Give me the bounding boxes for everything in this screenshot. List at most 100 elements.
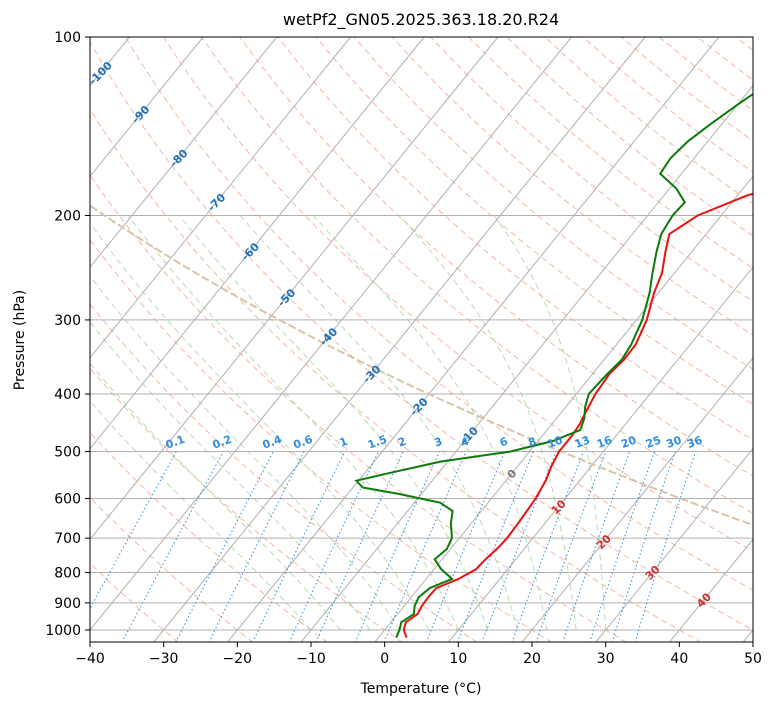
isotherm-label: -50 xyxy=(275,286,298,309)
dry-adiabat-line xyxy=(201,37,753,514)
mixing-ratio-line xyxy=(354,451,440,642)
dry-adiabat-line xyxy=(162,37,753,552)
mixing-ratio-line xyxy=(611,451,676,642)
x-tick-label: 30 xyxy=(597,651,615,667)
isotherm-line xyxy=(447,266,753,642)
isotherm-label: 30 xyxy=(643,563,663,583)
mixing-ratio-line xyxy=(175,451,274,642)
isotherm-label: -90 xyxy=(129,103,152,126)
dry-adiabat-line xyxy=(90,562,179,642)
x-tick-label: −40 xyxy=(75,651,105,667)
mixing-ratio-line xyxy=(208,451,305,642)
dry-adiabat-line xyxy=(277,37,753,441)
dry-adiabat-line xyxy=(582,37,753,173)
mixing-ratio-label: 0.1 xyxy=(164,433,187,452)
mixing-ratio-line xyxy=(90,451,177,610)
mixing-ratio-line xyxy=(456,451,534,642)
y-tick-label: 900 xyxy=(54,596,81,612)
isotherm-line xyxy=(90,37,351,359)
isotherm-label: 10 xyxy=(549,497,569,517)
dry-adiabat-line xyxy=(90,431,329,642)
isotherm-line xyxy=(300,84,753,642)
y-tick-label: 1000 xyxy=(45,623,81,639)
mixing-ratio-label: 13 xyxy=(573,433,592,450)
isotherm-line xyxy=(742,629,753,642)
mixing-ratio-label: 20 xyxy=(619,433,638,451)
isotherm-label: -70 xyxy=(205,191,228,214)
isotherm-line xyxy=(595,447,753,642)
x-tick-label: −20 xyxy=(223,651,253,667)
dry-adiabat-line xyxy=(90,367,403,642)
dry-adiabat-line xyxy=(659,37,753,112)
mixing-ratio-line xyxy=(535,451,607,642)
y-tick-label: 800 xyxy=(54,566,81,582)
dry-adiabat-line xyxy=(90,108,702,642)
dry-adiabat-line xyxy=(697,37,753,81)
mixing-ratio-label: 30 xyxy=(664,433,683,451)
y-tick-label: 100 xyxy=(54,30,81,46)
dry-adiabat-line xyxy=(430,37,753,302)
isotherm-label: -100 xyxy=(86,59,115,88)
dry-adiabat-line xyxy=(468,37,753,269)
dry-adiabat-line xyxy=(239,37,753,477)
dry-adiabat-line xyxy=(90,41,753,631)
mixing-ratio-line xyxy=(425,451,506,642)
isotherm-line xyxy=(90,37,425,450)
mixing-ratio-label: 2 xyxy=(396,435,408,450)
mixing-ratio-label: 4 xyxy=(459,435,471,450)
y-tick-label: 700 xyxy=(54,531,81,547)
mixing-ratio-label: 25 xyxy=(644,433,663,450)
x-tick-label: 0 xyxy=(380,651,389,667)
isotherm-label: 20 xyxy=(594,532,614,552)
y-axis-label: Pressure (hPa) xyxy=(12,290,28,390)
mixing-ratio-line xyxy=(383,451,467,642)
x-tick-label: 50 xyxy=(744,651,762,667)
annotation-layer: 0.1 0.2 0.4 0.6 1 1.5 2 3 4 6 8 10 13 16 20 25 30 36-100-… xyxy=(86,59,714,611)
dry-adiabat-line xyxy=(90,496,254,642)
isotherm-line xyxy=(90,37,278,268)
isotherm-line xyxy=(668,538,753,642)
chart-title: wetPf2_GN05.2025.363.18.20.R24 xyxy=(283,10,559,30)
dry-adiabat-line xyxy=(124,37,753,591)
x-tick-label: −30 xyxy=(149,651,179,667)
y-tick-label: 600 xyxy=(54,491,81,507)
y-tick-label: 400 xyxy=(54,387,81,403)
x-tick-label: −10 xyxy=(296,651,326,667)
mixing-ratio-label: 36 xyxy=(685,433,704,451)
y-tick-label: 500 xyxy=(54,444,81,460)
mixing-ratio-label: 3 xyxy=(432,435,444,450)
grid-layer xyxy=(90,37,753,642)
dry-adiabat-line xyxy=(544,37,753,205)
moist-adiabat-line xyxy=(239,215,518,631)
mixing-ratio-line xyxy=(481,451,557,642)
isotherm-label: -20 xyxy=(407,395,430,418)
mixing-ratio-line xyxy=(288,451,379,642)
mixing-ratio-line xyxy=(252,451,346,642)
isotherm-line xyxy=(226,37,720,642)
isotherm-line xyxy=(521,357,753,642)
isotherm-label: -80 xyxy=(167,147,190,170)
mixing-ratio-label: 0.2 xyxy=(211,433,234,452)
moist-adiabat-line xyxy=(312,215,548,631)
x-tick-label: 20 xyxy=(523,651,541,667)
isotherm-line xyxy=(90,37,572,631)
axis-layer: −40 −30 −20 −10 0 10 20 30 40 50 1000 900 800 700 600 5… xyxy=(45,30,762,667)
mixing-ratio-line xyxy=(589,451,656,642)
y-tick-label: 300 xyxy=(54,313,81,329)
plot-frame xyxy=(89,36,754,643)
dry-adiabat-line xyxy=(391,37,753,336)
isotherm-line xyxy=(374,175,753,642)
moist-adiabat-line xyxy=(179,215,489,631)
x-tick-label: 40 xyxy=(670,651,688,667)
isotherm-line xyxy=(90,37,204,178)
mixing-ratio-line xyxy=(121,451,224,642)
mixing-ratio-line xyxy=(562,451,631,642)
moist-adiabat-line xyxy=(90,275,400,631)
mixing-ratio-line xyxy=(511,451,584,642)
moist-adiabat-line xyxy=(127,215,459,631)
isotherm-label: -60 xyxy=(239,240,262,263)
moist-adiabat-line xyxy=(90,222,430,631)
mixing-ratio-label: 10 xyxy=(546,433,565,451)
dry-adiabat-line xyxy=(90,303,478,642)
